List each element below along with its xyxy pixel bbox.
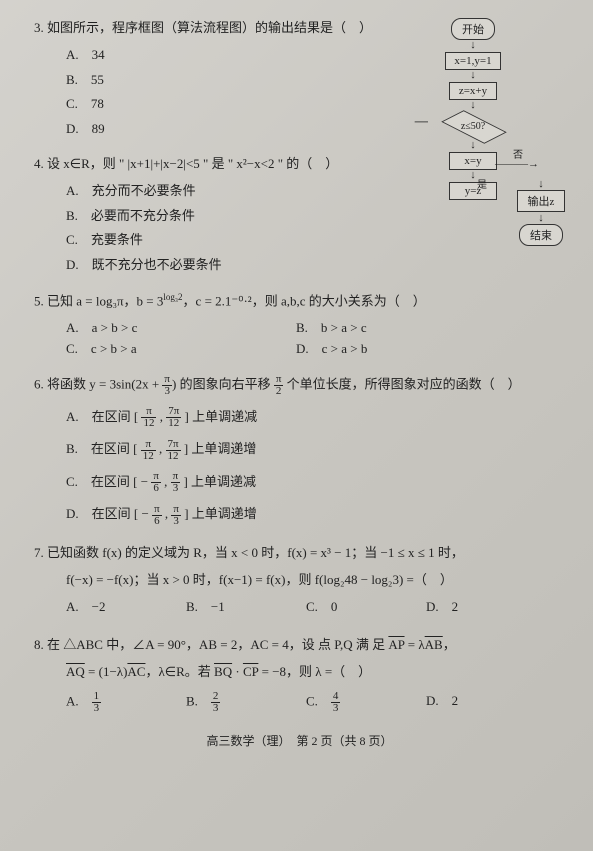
q8-options: A. 13 B. 23 C. 43 D. 2 [34,691,565,718]
fc-step2: z=x+y [449,82,497,100]
q5-text-b: ，c = 2.1⁻⁰·²，则 a,b,c 的大小关系为（ ） [183,293,426,308]
q6-opt-d: D. 在区间 [ − π6 , π3 ] 上单调递增 [66,500,565,529]
question-6: 6. 将函数 y = 3sin(2x + π3) 的图象向右平移 π2 个单位长… [34,374,565,529]
q6-num: 6. [34,376,44,391]
q6-opt-c: C. 在区间 [ − π6 , π3 ] 上单调递减 [66,468,565,497]
question-5: 5. 已知 a = log₃π，b = 3log₃2，c = 2.1⁻⁰·²，则… [34,290,565,360]
arrow-right-icon: ———→ [495,158,539,170]
arrow-icon: ↓ [433,70,513,82]
q7-options: A. −2 B. −1 C. 0 D. 2 [34,597,565,622]
fc-start: 开始 [451,18,495,40]
q6-frac2-d: 2 [274,386,284,397]
q7-text1: 已知函数 f(x) 的定义域为 R，当 x < 0 时，f(x) = x³ − … [47,545,464,560]
q6-frac1-d: 3 [162,386,172,397]
q4-num: 4. [34,156,44,171]
q8-opt-d: D. 2 [426,691,546,714]
vec-cp: CP [243,664,258,679]
q6-text-c: 个单位长度，所得图象对应的函数（ ） [283,376,520,391]
question-8: 8. 在 △ABC 中，∠A = 90°，AB = 2，AC = 4，设 点 P… [34,635,565,718]
vec-ac: AC [127,664,145,679]
q4-text: 设 x∈R，则 " |x+1|+|x−2|<5 " 是 " x²−x<2 " 的… [47,156,338,171]
arrow-icon: ↓ [433,100,513,112]
fc-cond: z≤50? [444,112,502,140]
q5-exp: log₃2 [163,292,182,302]
arrow-icon: ↓ [433,140,513,152]
q5-options: A. a > b > c B. b > a > c C. c > b > a D… [34,318,565,360]
vec-ab: AB [425,637,443,652]
fc-step1: x=1,y=1 [445,52,500,70]
q4-opt-d: D. 既不充分也不必要条件 [66,255,565,276]
q6-frac2-n: π [274,374,284,386]
page-footer: 高三数学（理） 第 2 页（共 8 页） [34,732,565,751]
q8-opt-a: A. 13 [66,691,186,714]
fc-end: 结束 [519,224,563,246]
q7-opt-d: D. 2 [426,597,546,618]
q8-opt-c: C. 43 [306,691,426,714]
q8-num: 8. [34,637,44,652]
question-7: 7. 已知函数 f(x) 的定义域为 R，当 x < 0 时，f(x) = x³… [34,543,565,621]
q7-num: 7. [34,545,44,560]
vec-ap: AP [388,637,404,652]
q3-text: 如图所示，程序框图（算法流程图）的输出结果是（ ） [47,20,372,35]
arrow-icon: ↓ [517,212,565,224]
q7-opt-c: C. 0 [306,597,426,618]
q5-opt-b: B. b > a > c [296,318,367,339]
q6-opt-b: B. 在区间 [ π12 , 7π12 ] 上单调递增 [66,435,565,464]
fc-step4: y=z [449,182,497,200]
q3-num: 3. [34,20,44,35]
q7-stem2: f(−x) = −f(x)；当 x > 0 时，f(x−1) = f(x)，则 … [34,570,565,591]
q6-options: A. 在区间 [ π12 , 7π12 ] 上单调递减 B. 在区间 [ π12… [34,403,565,529]
q7-stem: 7. 已知函数 f(x) 的定义域为 R，当 x < 0 时，f(x) = x³… [34,543,565,564]
q5-text-a: 已知 a = log₃π，b = 3 [47,293,163,308]
q7-opt-a: A. −2 [66,597,186,618]
q5-stem: 5. 已知 a = log₃π，b = 3log₃2，c = 2.1⁻⁰·²，则… [34,290,565,312]
vec-aq: AQ [66,664,85,679]
q6-opt-a: A. 在区间 [ π12 , 7π12 ] 上单调递减 [66,403,565,432]
q5-opt-a: A. a > b > c [66,318,296,339]
q5-num: 5. [34,293,44,308]
q8-stem2: AQ = (1−λ)AC，λ∈R。若 BQ · CP = −8，则 λ =（ ） [34,662,565,683]
q8-opt-b: B. 23 [186,691,306,714]
q4-opt-b: B. 必要而不充分条件 [66,206,565,227]
q8-stem1: 8. 在 △ABC 中，∠A = 90°，AB = 2，AC = 4，设 点 P… [34,635,565,656]
flowchart: 开始 ↓ x=1,y=1 ↓ z=x+y ↓ z≤50? ↓ x=y ↓ y=z… [423,18,573,200]
loop-line: │ [415,118,427,126]
q6-text-a: 将函数 y = 3sin(2x + [47,376,162,391]
fc-yes-label: 是 [477,176,487,191]
arrow-icon: ↓ [433,40,513,52]
vec-bq: BQ [214,664,232,679]
arrow-icon: ↓ [517,178,565,190]
fc-step3: x=y [449,152,497,170]
q6-stem: 6. 将函数 y = 3sin(2x + π3) 的图象向右平移 π2 个单位长… [34,374,565,397]
q6-frac1-n: π [162,374,172,386]
arrow-icon: ↓ [433,170,513,182]
q7-opt-b: B. −1 [186,597,306,618]
q6-text-b: ) 的图象向右平移 [172,376,274,391]
fc-output: 输出z [517,190,565,212]
q5-opt-d: D. c > a > b [296,339,367,360]
q5-opt-c: C. c > b > a [66,339,296,360]
q4-opt-c: C. 充要条件 [66,230,565,251]
